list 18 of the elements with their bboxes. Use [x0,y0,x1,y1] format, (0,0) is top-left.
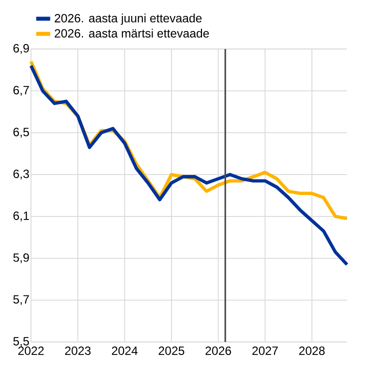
y-tick-label: 5,7 [13,295,29,306]
y-tick-label: 6,3 [13,170,29,180]
y-tick-label: 6,7 [13,86,29,96]
x-tick-label: 2022 [18,346,44,355]
x-tick-label: 2024 [112,346,138,355]
x-tick-label: 2027 [252,346,278,355]
x-tick-label: 2023 [65,346,91,355]
x-tick-label: 2026 [206,346,232,355]
y-tick-label: 5,5 [13,337,29,347]
legend-label: 2026. aasta märtsi ettevaade [54,28,209,38]
x-tick-label: 2028 [299,346,325,355]
y-tick-label: 6,1 [13,211,29,222]
y-tick-label: 6,5 [13,128,29,138]
y-tick-label: 6,9 [13,44,29,54]
line-series [29,64,349,266]
y-tick-label: 5,9 [13,253,29,264]
x-tick-label: 2025 [158,346,184,355]
legend-label: 2026. aasta juuni ettevaade [54,14,202,25]
